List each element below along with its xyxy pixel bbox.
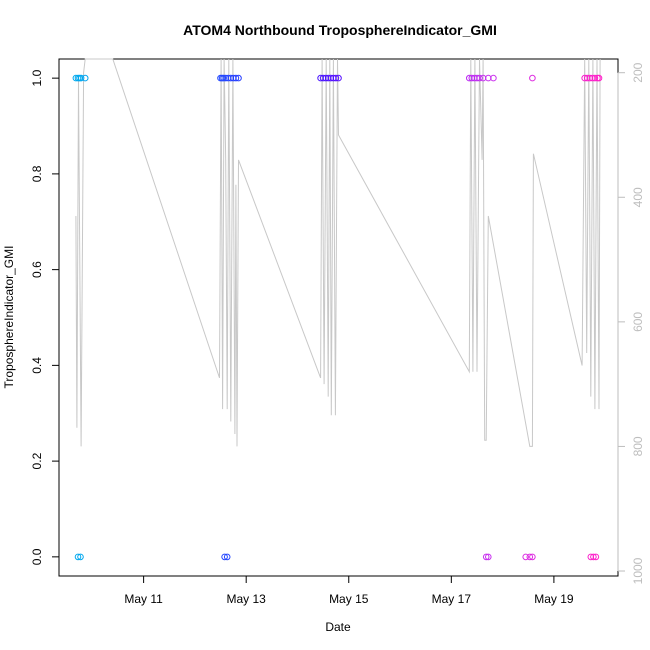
data-point xyxy=(592,553,600,561)
data-point xyxy=(482,553,490,561)
data-point xyxy=(332,74,340,82)
pressure-series-line xyxy=(75,58,601,447)
data-point xyxy=(591,74,599,82)
y2-tick-label: 800 xyxy=(631,436,645,456)
x-tick-label: May 13 xyxy=(227,592,267,606)
data-point xyxy=(227,74,235,82)
data-point xyxy=(471,74,478,82)
data-point xyxy=(81,74,89,82)
data-point xyxy=(335,74,342,82)
y2-tick-label: 400 xyxy=(631,187,645,207)
data-point xyxy=(330,74,337,82)
y-axis: 0.0 0.2 0.4 0.6 0.8 1.0 xyxy=(30,69,60,565)
x-tick-label: May 15 xyxy=(329,592,369,606)
y2-tick-label: 1000 xyxy=(631,557,645,584)
x-axis-label: Date xyxy=(325,620,351,634)
data-point xyxy=(590,553,597,561)
y-tick-label: 0.6 xyxy=(30,261,44,278)
data-point xyxy=(485,74,492,82)
plot-area xyxy=(58,58,619,577)
chart-title: ATOM4 Northbound TroposphereIndicator_GM… xyxy=(183,22,497,38)
pressure-line-layer xyxy=(75,58,601,447)
data-point xyxy=(529,74,536,82)
data-point xyxy=(77,74,85,82)
data-point xyxy=(322,74,330,82)
y-axis-label: TroposphereIndicator_GMI xyxy=(2,246,16,389)
data-point xyxy=(74,553,82,561)
y-tick-label: 0.8 xyxy=(30,165,44,182)
data-point xyxy=(529,553,536,561)
y-tick-label: 0.4 xyxy=(30,357,44,374)
y2-tick-label: 600 xyxy=(631,312,645,332)
data-point xyxy=(223,553,231,561)
data-point xyxy=(589,74,596,82)
x-tick-label: May 19 xyxy=(534,592,574,606)
y-tick-label: 0.0 xyxy=(30,548,44,565)
x-tick-label: May 11 xyxy=(124,592,163,606)
data-point xyxy=(581,74,589,82)
data-point xyxy=(77,553,84,561)
data-point xyxy=(235,74,242,82)
data-point xyxy=(319,74,327,82)
data-point xyxy=(522,553,530,561)
y2-tick-label: 200 xyxy=(631,62,645,82)
data-point xyxy=(317,74,324,82)
data-point xyxy=(476,74,483,82)
data-point xyxy=(221,553,228,561)
data-point xyxy=(232,74,240,82)
x-tick-label: May 17 xyxy=(432,592,472,606)
data-point xyxy=(327,74,335,82)
y-tick-label: 0.2 xyxy=(30,452,44,469)
y-tick-label: 1.0 xyxy=(30,69,44,86)
data-point xyxy=(595,74,603,82)
data-point xyxy=(526,553,534,561)
data-point xyxy=(466,74,473,82)
x-axis: May 11 May 13 May 15 May 17 May 19 xyxy=(124,575,574,606)
points-layer xyxy=(72,74,603,561)
data-point xyxy=(485,553,492,561)
data-point xyxy=(220,74,227,82)
y2-axis: 200 400 600 800 1000 xyxy=(617,62,645,584)
data-point xyxy=(490,74,497,82)
